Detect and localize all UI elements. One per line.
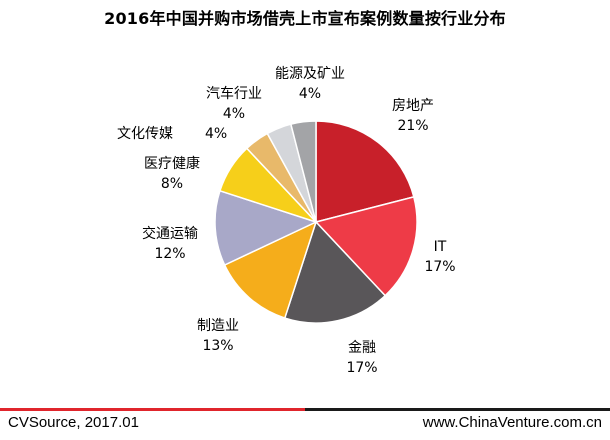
slice-percent-label: 13% bbox=[202, 338, 233, 354]
pie-slice bbox=[214, 189, 319, 266]
footer-divider-red bbox=[0, 408, 305, 411]
pie-slice bbox=[223, 220, 318, 320]
slice-category-label: IT bbox=[434, 239, 447, 255]
slice-percent-label: 4% bbox=[299, 86, 321, 102]
slice-category-label: 能源及矿业 bbox=[275, 66, 345, 82]
slice-percent-label: 17% bbox=[346, 360, 377, 376]
pie-slice bbox=[314, 195, 418, 297]
slice-category-label: 交通运输 bbox=[142, 225, 198, 242]
slice-percent-label: 4% bbox=[223, 106, 245, 122]
slice-category-label: 制造业 bbox=[197, 318, 239, 334]
slice-category-label: 汽车行业 bbox=[206, 85, 262, 102]
slice-percent-label: 12% bbox=[154, 246, 185, 262]
pie-slice bbox=[315, 120, 415, 223]
slice-category-label: 文化传媒 bbox=[117, 126, 173, 142]
chart-title: 2016年中国并购市场借壳上市宣布案例数量按行业分布 bbox=[104, 9, 506, 28]
footer-website[interactable]: www.ChinaVenture.com.cn bbox=[422, 414, 602, 431]
slice-percent-label: 21% bbox=[397, 118, 428, 134]
slice-percent-label: 8% bbox=[161, 176, 183, 192]
slice-percent-label: 4% bbox=[205, 126, 227, 142]
slice-category-label: 金融 bbox=[348, 340, 376, 356]
footer-divider-black bbox=[305, 408, 610, 411]
pie-slice bbox=[289, 120, 317, 223]
pie-slice bbox=[283, 220, 387, 324]
footer-source: CVSource, 2017.01 bbox=[8, 414, 139, 431]
slice-percent-label: 17% bbox=[424, 259, 455, 275]
slice-category-label: 房地产 bbox=[392, 98, 434, 114]
slice-category-label: 医疗健康 bbox=[144, 155, 200, 172]
